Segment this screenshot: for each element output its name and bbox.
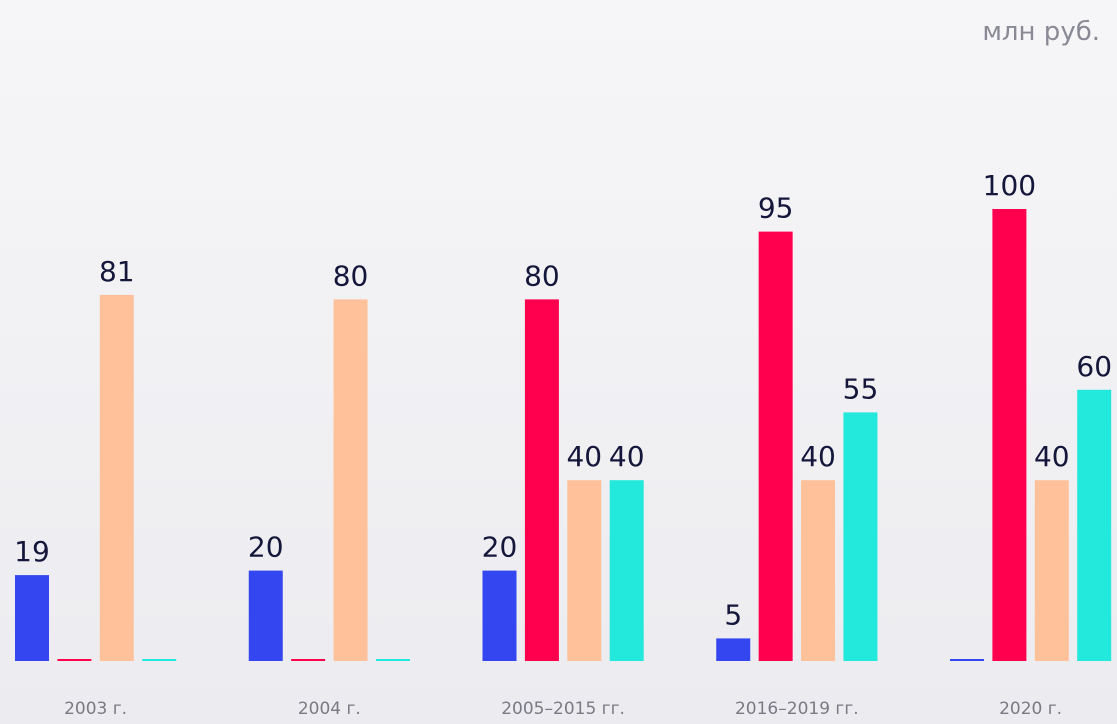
bar xyxy=(609,480,644,661)
value-label: 55 xyxy=(843,372,879,405)
value-label: 40 xyxy=(800,440,836,473)
x-tick-label: 2004 г. xyxy=(298,699,361,719)
bar xyxy=(950,659,984,661)
bar xyxy=(248,570,283,661)
value-label: 40 xyxy=(1034,440,1070,473)
value-label: 20 xyxy=(482,531,518,564)
bar xyxy=(142,659,177,661)
value-label: 60 xyxy=(1076,350,1112,383)
value-label: 40 xyxy=(609,440,645,473)
bar xyxy=(758,231,793,661)
value-label: 95 xyxy=(758,192,794,225)
value-label: 100 xyxy=(983,169,1036,202)
x-tick-label: 2016–2019 гг. xyxy=(735,699,859,719)
value-label: 20 xyxy=(248,531,284,564)
bar xyxy=(291,659,326,661)
bar xyxy=(482,570,517,661)
value-label: 40 xyxy=(566,440,602,473)
value-label: 80 xyxy=(524,259,560,292)
value-label: 5 xyxy=(724,598,742,631)
bar xyxy=(15,575,49,661)
bar xyxy=(992,209,1027,661)
bar xyxy=(524,299,559,661)
x-tick-label: 2020 г. xyxy=(999,699,1062,719)
bar xyxy=(801,480,836,661)
x-tick-label: 2003 г. xyxy=(64,699,127,719)
bar xyxy=(1034,480,1069,661)
bar xyxy=(716,638,751,661)
bar xyxy=(1077,389,1112,661)
bar xyxy=(99,294,134,661)
value-label: 80 xyxy=(333,259,369,292)
value-label: 19 xyxy=(14,535,50,568)
bar xyxy=(843,412,878,661)
bar xyxy=(57,659,92,661)
x-tick-label: 2005–2015 гг. xyxy=(501,699,625,719)
bar xyxy=(333,299,368,661)
bar xyxy=(567,480,602,661)
value-label: 81 xyxy=(99,255,135,288)
bar xyxy=(375,659,410,661)
unit-label: млн руб. xyxy=(982,17,1100,47)
